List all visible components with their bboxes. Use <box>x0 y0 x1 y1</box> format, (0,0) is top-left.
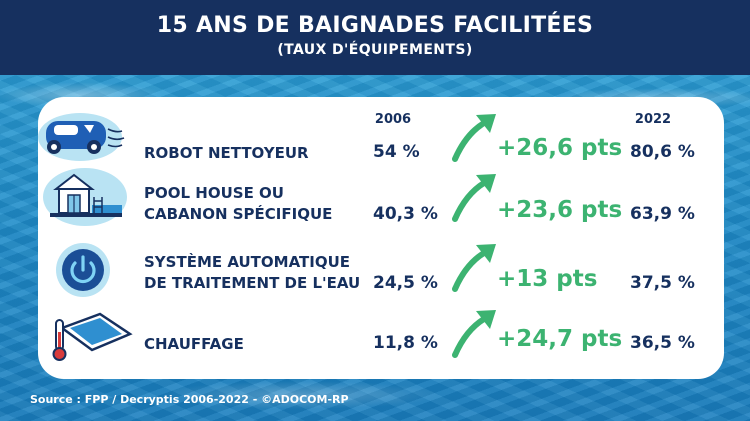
row-label-robot-nettoyeur: ROBOT NETTOYEUR <box>144 144 309 162</box>
delta-traitement-eau: +13 pts <box>497 266 598 292</box>
header-banner <box>0 0 750 75</box>
source-note: Source : FPP / Decryptis 2006-2022 - ©AD… <box>30 393 349 406</box>
delta-chauffage: +24,7 pts <box>497 326 623 352</box>
power-button-icon <box>56 243 110 297</box>
value-2022-robot: 80,6 % <box>630 142 695 162</box>
delta-robot: +26,6 pts <box>497 135 623 161</box>
value-2006-robot: 54 % <box>373 142 420 162</box>
row-label-chauffage: CHAUFFAGE <box>144 335 244 353</box>
value-2022-traitement-eau: 37,5 % <box>630 273 695 293</box>
increase-arrow-icon <box>452 114 496 162</box>
data-card <box>38 97 724 379</box>
chart-title: 15 ANS DE BAIGNADES FACILITÉES <box>156 13 594 38</box>
row-label-pool-house: POOL HOUSE OU CABANON SPÉCIFIQUE <box>144 184 333 223</box>
row-label-traitement-eau: SYSTÈME AUTOMATIQUE DE TRAITEMENT DE L'E… <box>144 253 361 292</box>
value-2022-pool-house: 63,9 % <box>630 204 695 224</box>
increase-arrow-icon <box>452 174 496 222</box>
increase-arrow-icon <box>452 310 496 358</box>
pool-robot-icon <box>38 113 125 161</box>
value-2022-chauffage: 36,5 % <box>630 333 695 353</box>
column-header-2022: 2022 <box>634 112 672 127</box>
increase-arrow-icon <box>452 244 496 292</box>
column-header-2006: 2006 <box>374 112 412 127</box>
value-2006-traitement-eau: 24,5 % <box>373 273 438 293</box>
pool-house-icon <box>43 168 127 226</box>
value-2006-pool-house: 40,3 % <box>373 204 438 224</box>
chart-subtitle: (TAUX D'ÉQUIPEMENTS) <box>277 42 473 58</box>
value-2006-chauffage: 11,8 % <box>373 333 438 353</box>
pool-thermometer-icon <box>52 312 133 361</box>
delta-pool-house: +23,6 pts <box>497 197 623 223</box>
